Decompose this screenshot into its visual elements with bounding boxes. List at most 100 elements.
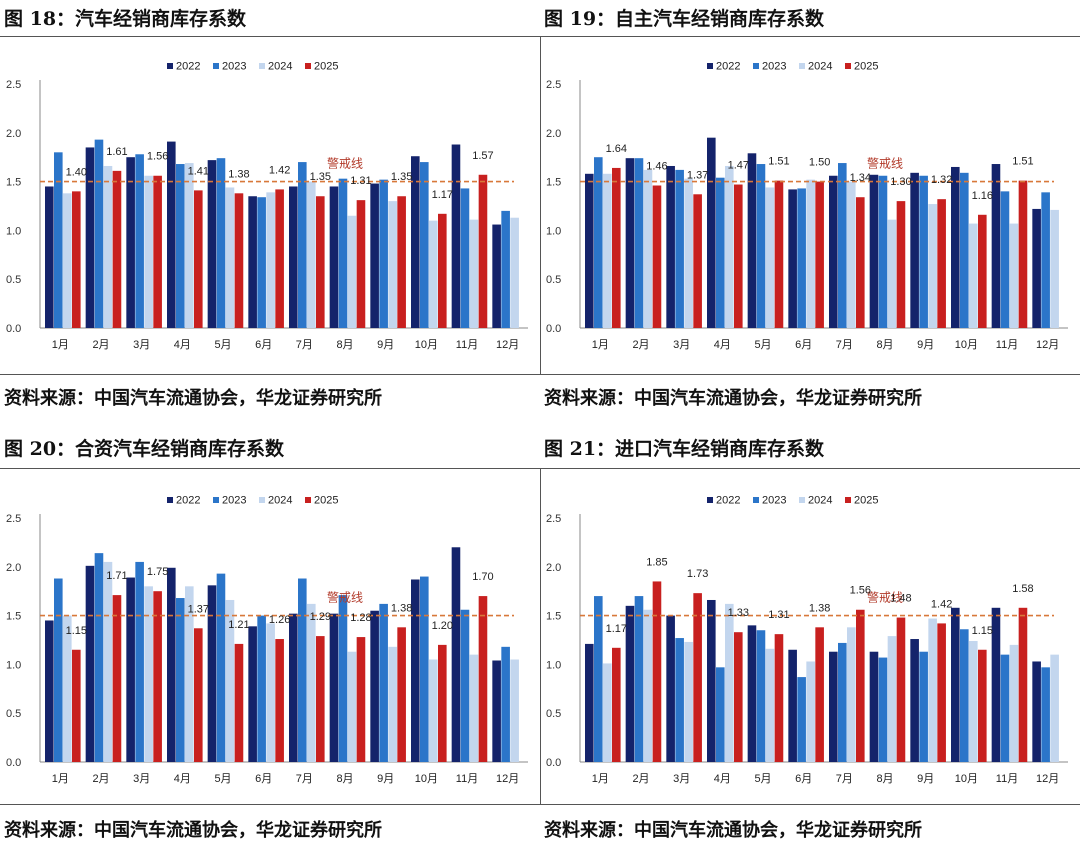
bar-2023-12月	[501, 210, 510, 328]
x-tick-label: 2月	[632, 339, 649, 351]
bar-2022-3月	[666, 615, 675, 762]
legend-swatch-2022	[167, 497, 173, 503]
data-label-2025: 1.31	[768, 609, 789, 621]
x-tick-label: 9月	[377, 339, 394, 351]
panel-fig18: 图 18：汽车经销商库存系数 2022 2023 2024 2025 0.0 0.5 1.0…	[0, 0, 540, 422]
chart-fig18: 2022 2023 2024 2025 0.0 0.5 1.0 1.5 2.0 2.5 1月 2月 3月…	[6, 61, 528, 351]
bar-2024-12月	[510, 217, 519, 328]
bar-2025-3月	[693, 593, 702, 762]
bar-2023-11月	[1000, 654, 1010, 762]
bar-2022-2月	[625, 158, 635, 328]
x-tick-label: 3月	[673, 773, 690, 785]
bar-2023-1月	[594, 157, 603, 328]
bar-2023-7月	[838, 163, 847, 328]
bar-2022-2月	[85, 565, 95, 762]
bar-2025-11月	[478, 596, 488, 762]
bar-2022-7月	[289, 186, 298, 328]
bar-2023-6月	[257, 197, 266, 328]
legend-label-2022: 2022	[176, 61, 200, 73]
bar-2025-9月	[937, 199, 946, 328]
legend-label-2022: 2022	[176, 495, 200, 507]
bar-2022-1月	[45, 186, 54, 328]
bar-2024-2月	[643, 169, 653, 328]
legend-swatch-2024	[799, 63, 805, 69]
legend-label-2024: 2024	[268, 495, 292, 507]
data-label-2025: 1.42	[269, 164, 290, 176]
data-label-2025: 1.38	[228, 168, 249, 180]
y-tick-label: 2.0	[546, 128, 561, 140]
x-tick-label: 4月	[714, 339, 731, 351]
legend-label-2023: 2023	[222, 61, 246, 73]
data-label-2025: 1.26	[269, 614, 290, 626]
data-label-2025: 1.37	[687, 169, 708, 181]
bar-2023-7月	[298, 578, 307, 762]
legend-label-2022: 2022	[716, 495, 740, 507]
legend-swatch-2023	[753, 497, 759, 503]
data-label-2025: 1.38	[809, 602, 830, 614]
y-tick-label: 2.0	[546, 562, 561, 574]
bar-2022-12月	[492, 660, 501, 762]
y-tick-label: 0.5	[6, 274, 21, 286]
legend-label-2025: 2025	[854, 495, 878, 507]
x-tick-label: 9月	[377, 773, 394, 785]
data-label-2025: 1.58	[1012, 583, 1033, 595]
bar-2025-8月	[896, 617, 906, 762]
bar-2024-8月	[347, 215, 357, 328]
bar-2022-4月	[707, 137, 716, 328]
bar-2022-6月	[788, 189, 797, 328]
data-label-2025: 1.15	[66, 625, 87, 637]
x-tick-label: 8月	[336, 339, 353, 351]
bar-2022-9月	[370, 610, 379, 762]
bar-2022-7月	[289, 613, 298, 762]
bar-2022-6月	[248, 196, 257, 328]
x-tick-label: 8月	[876, 339, 893, 351]
bar-2025-11月	[478, 174, 488, 328]
data-label-2025: 1.34	[850, 172, 871, 184]
y-tick-label: 0.0	[6, 757, 21, 769]
bar-2023-9月	[379, 603, 388, 762]
x-tick-label: 7月	[836, 773, 853, 785]
bar-2024-1月	[603, 663, 612, 762]
legend-swatch-2023	[213, 497, 219, 503]
bar-2023-9月	[919, 651, 928, 762]
legend-swatch-2025	[305, 497, 311, 503]
bar-2022-10月	[411, 579, 420, 762]
data-label-2025: 1.46	[646, 161, 667, 173]
x-tick-label: 2月	[632, 773, 649, 785]
bar-2025-1月	[72, 191, 81, 328]
bar-2023-4月	[176, 164, 185, 328]
bar-2024-7月	[847, 181, 856, 328]
bar-2023-7月	[298, 162, 307, 328]
data-label-2025: 1.75	[147, 566, 168, 578]
bar-2024-10月	[969, 223, 978, 328]
bar-2024-10月	[429, 659, 438, 762]
bar-2025-3月	[153, 591, 162, 762]
data-label-2025: 1.71	[106, 570, 127, 582]
bar-2022-9月	[910, 639, 919, 762]
bar-2023-8月	[878, 657, 888, 762]
data-label-2025: 1.28	[350, 612, 371, 624]
x-tick-label: 2月	[92, 339, 109, 351]
bar-2025-1月	[72, 649, 81, 762]
chart-title: 图 19：自主汽车经销商库存系数	[544, 8, 825, 30]
y-tick-label: 1.5	[6, 611, 21, 623]
bar-2024-3月	[144, 586, 153, 762]
data-label-2025: 1.30	[890, 176, 911, 188]
x-tick-label: 1月	[52, 339, 69, 351]
bar-2024-10月	[429, 220, 438, 328]
legend-label-2025: 2025	[854, 61, 878, 73]
bar-2022-8月	[329, 613, 339, 762]
y-tick-label: 2.0	[6, 562, 21, 574]
middle-divider-upper	[0, 374, 1080, 375]
bar-2023-3月	[135, 561, 144, 762]
bar-2024-9月	[388, 646, 397, 762]
bar-2024-4月	[185, 163, 194, 328]
bar-2022-1月	[45, 620, 54, 762]
bar-2023-8月	[338, 595, 348, 762]
bar-2024-7月	[307, 603, 316, 762]
bar-2024-6月	[806, 661, 815, 762]
panel-fig21: 图 21：进口汽车经销商库存系数 2022 2023 2024 2025 0.0 0.5 1…	[540, 430, 1080, 844]
chart-source: 资料来源：中国汽车流通协会，华龙证券研究所	[544, 388, 922, 409]
data-label-2025: 1.51	[768, 156, 789, 168]
bar-2022-12月	[1032, 661, 1041, 762]
